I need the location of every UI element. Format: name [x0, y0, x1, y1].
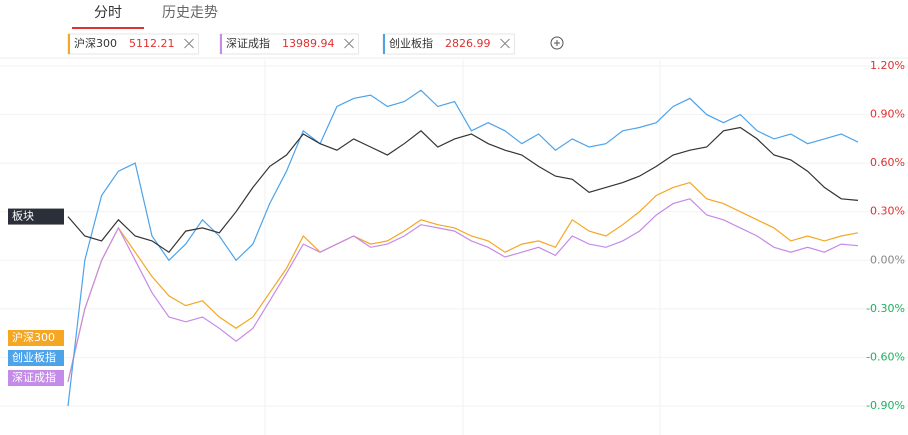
y-tick-label: 0.30% — [870, 205, 905, 218]
series-tag-label: 沪深300 — [12, 330, 55, 344]
series-tag — [8, 208, 64, 225]
y-tick-label: 1.20% — [870, 59, 905, 72]
legend-name: 沪深300 — [74, 36, 117, 50]
y-tick-label: 0.90% — [870, 108, 905, 121]
series-line — [67, 126, 859, 254]
series-tag-label: 深证成指 — [12, 370, 56, 384]
legend-quote: 2826.99 — [445, 37, 491, 50]
series-tag — [8, 370, 64, 386]
series-line — [67, 181, 859, 382]
tab-underline — [72, 27, 144, 29]
legend-quote: 13989.94 — [282, 37, 335, 50]
legend-color — [383, 34, 385, 54]
series-tag-label: 板块 — [12, 209, 34, 223]
series-line — [67, 89, 859, 407]
tab[interactable]: 分时 — [94, 5, 122, 21]
y-tick-label: -0.30% — [866, 302, 905, 315]
legend-color — [220, 34, 222, 54]
series-tag — [8, 350, 64, 366]
legend-color — [68, 34, 70, 54]
y-tick-label: 0.00% — [870, 253, 905, 266]
series-tag-label: 创业板指 — [12, 350, 56, 364]
tab[interactable]: 历史走势 — [162, 5, 218, 21]
y-tick-label: -0.60% — [866, 350, 905, 363]
close-button[interactable] — [500, 38, 510, 49]
close-button[interactable] — [184, 38, 194, 49]
y-tick-label: 0.60% — [870, 156, 905, 169]
add-button[interactable] — [550, 36, 564, 50]
legend-name: 创业板指 — [389, 36, 433, 50]
series-tag — [8, 330, 64, 346]
legend-quote: 5112.21 — [129, 37, 175, 50]
legend-name: 深证成指 — [226, 36, 270, 50]
series-line — [67, 198, 859, 382]
close-button[interactable] — [344, 38, 354, 49]
y-tick-label: -0.90% — [866, 399, 905, 412]
